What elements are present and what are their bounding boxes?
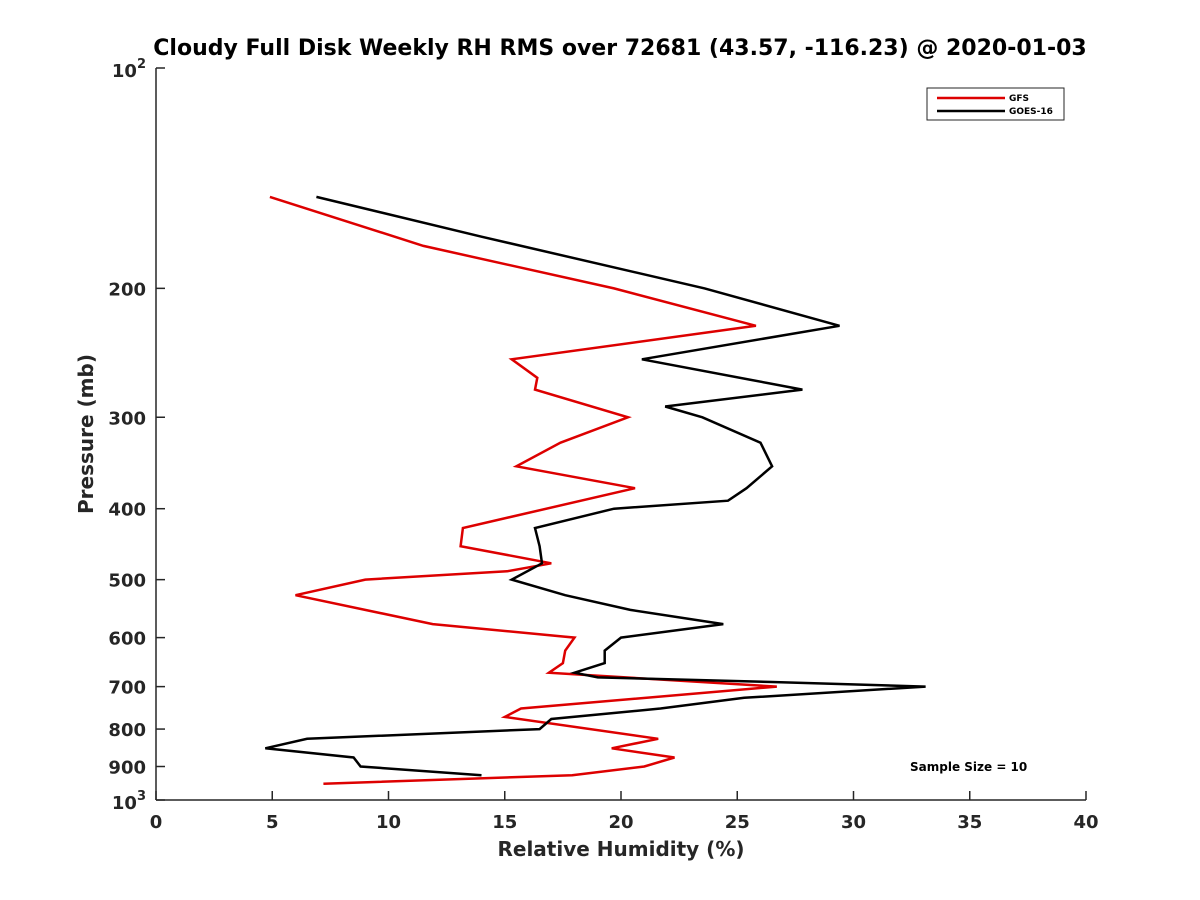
y-axis-label: Pressure (mb) — [74, 354, 98, 514]
x-axis-label: Relative Humidity (%) — [497, 837, 744, 861]
y-tick-label: 500 — [108, 571, 146, 592]
y-tick-label: 200 — [108, 279, 146, 300]
x-tick-label: 30 — [841, 812, 866, 833]
x-tick-label: 25 — [725, 812, 750, 833]
y-tick-label-power: 102 — [112, 57, 146, 82]
y-tick-label: 800 — [108, 720, 146, 741]
y-tick-label: 900 — [108, 758, 146, 779]
x-tick-label: 40 — [1073, 812, 1098, 833]
legend: GFS GOES-16 — [926, 87, 1065, 121]
x-ticks: 0 5 10 15 20 25 30 35 40 — [150, 791, 1099, 833]
x-tick-label: 35 — [957, 812, 982, 833]
series-line-gfs — [269, 195, 777, 785]
y-tick-label: 600 — [108, 629, 146, 650]
y-tick-label: 400 — [108, 500, 146, 521]
y-tick-base: 10 — [112, 793, 137, 814]
y-tick-label-power: 103 — [112, 789, 146, 814]
legend-box — [926, 87, 1065, 121]
plot-area: 0 5 10 15 20 25 30 35 40 10220030040050060070080… — [108, 57, 1098, 833]
x-tick-label: 5 — [266, 812, 279, 833]
legend-label: GFS — [1009, 94, 1029, 104]
y-tick-exponent: 3 — [137, 789, 146, 804]
x-tick-label: 10 — [376, 812, 401, 833]
y-tick-label: 300 — [108, 408, 146, 429]
legend-label: GOES-16 — [1009, 107, 1053, 117]
sample-size-annotation: Sample Size = 10 — [910, 760, 1027, 774]
legend-entries: GFS GOES-16 — [937, 94, 1053, 117]
x-tick-label: 15 — [492, 812, 517, 833]
chart-title: Cloudy Full Disk Weekly RH RMS over 7268… — [153, 36, 1086, 61]
y-tick-exponent: 2 — [137, 57, 146, 72]
y-tick-base: 10 — [112, 61, 137, 82]
x-tick-label: 0 — [150, 812, 163, 833]
y-tick-label: 700 — [108, 678, 146, 699]
x-tick-label: 20 — [608, 812, 633, 833]
series-line-goes-16 — [265, 195, 926, 777]
series-lines — [265, 195, 926, 785]
